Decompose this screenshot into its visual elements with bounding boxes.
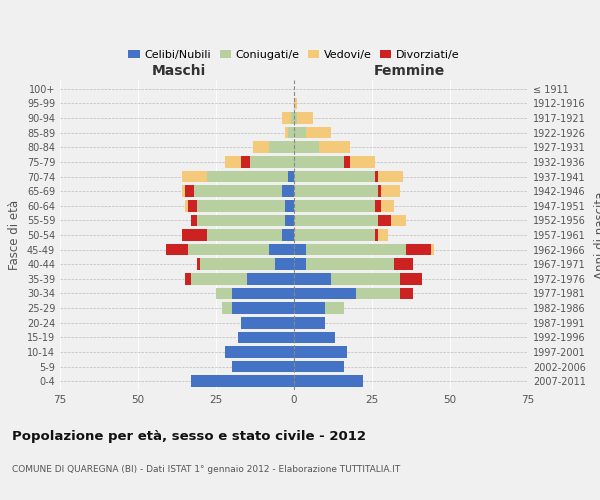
Bar — [284, 127, 288, 138]
Bar — [281, 229, 294, 241]
Bar — [222, 302, 232, 314]
Bar — [294, 332, 335, 343]
Bar — [232, 302, 294, 314]
Bar — [191, 214, 197, 226]
Bar — [307, 127, 331, 138]
Bar — [281, 186, 294, 197]
Bar — [291, 112, 294, 124]
Bar — [182, 170, 206, 182]
Bar — [206, 170, 288, 182]
Bar — [294, 376, 362, 387]
Bar — [431, 244, 434, 256]
Bar — [288, 127, 294, 138]
Bar — [284, 200, 294, 211]
Bar — [356, 288, 400, 300]
Bar — [307, 258, 394, 270]
Bar — [382, 186, 400, 197]
Text: Maschi: Maschi — [151, 64, 206, 78]
Bar — [375, 200, 382, 211]
Bar — [294, 200, 375, 211]
Bar — [350, 156, 375, 168]
Bar — [375, 170, 378, 182]
Bar — [294, 361, 344, 372]
Bar — [241, 156, 250, 168]
Bar — [378, 214, 391, 226]
Bar — [294, 317, 325, 328]
Bar — [226, 156, 241, 168]
Bar — [275, 258, 294, 270]
Bar — [269, 142, 294, 153]
Bar — [232, 288, 294, 300]
Bar — [216, 288, 232, 300]
Bar — [197, 200, 284, 211]
Bar — [294, 288, 356, 300]
Bar — [288, 170, 294, 182]
Bar — [297, 112, 313, 124]
Bar — [197, 258, 200, 270]
Bar — [197, 214, 284, 226]
Bar — [185, 273, 191, 284]
Bar — [182, 229, 206, 241]
Bar — [226, 346, 294, 358]
Bar — [194, 186, 281, 197]
Bar — [284, 214, 294, 226]
Bar — [307, 244, 406, 256]
Bar — [294, 229, 375, 241]
Bar — [191, 376, 294, 387]
Legend: Celibi/Nubili, Coniugati/e, Vedovi/e, Divorziati/e: Celibi/Nubili, Coniugati/e, Vedovi/e, Di… — [124, 46, 464, 64]
Bar — [382, 200, 394, 211]
Bar — [394, 258, 413, 270]
Bar — [294, 112, 297, 124]
Bar — [294, 142, 319, 153]
Bar — [400, 288, 413, 300]
Bar — [191, 273, 247, 284]
Bar — [294, 214, 378, 226]
Bar — [206, 229, 281, 241]
Bar — [378, 229, 388, 241]
Bar — [232, 361, 294, 372]
Bar — [166, 244, 188, 256]
Bar — [344, 156, 350, 168]
Bar — [294, 156, 344, 168]
Bar — [294, 98, 297, 109]
Bar — [200, 258, 275, 270]
Bar — [182, 186, 185, 197]
Bar — [294, 127, 307, 138]
Text: Popolazione per età, sesso e stato civile - 2012: Popolazione per età, sesso e stato civil… — [12, 430, 366, 443]
Bar — [391, 214, 406, 226]
Bar — [247, 273, 294, 284]
Bar — [281, 112, 291, 124]
Bar — [294, 346, 347, 358]
Bar — [188, 244, 269, 256]
Bar — [294, 273, 331, 284]
Bar — [185, 200, 188, 211]
Bar — [253, 142, 269, 153]
Y-axis label: Anni di nascita: Anni di nascita — [594, 192, 600, 278]
Text: COMUNE DI QUAREGNA (BI) - Dati ISTAT 1° gennaio 2012 - Elaborazione TUTTITALIA.I: COMUNE DI QUAREGNA (BI) - Dati ISTAT 1° … — [12, 465, 400, 474]
Bar — [319, 142, 350, 153]
Bar — [238, 332, 294, 343]
Bar — [241, 317, 294, 328]
Text: Femmine: Femmine — [374, 64, 445, 78]
Bar — [185, 186, 194, 197]
Bar — [250, 156, 294, 168]
Bar — [294, 186, 378, 197]
Bar — [294, 302, 325, 314]
Bar — [331, 273, 400, 284]
Bar — [294, 170, 375, 182]
Bar — [294, 258, 307, 270]
Y-axis label: Fasce di età: Fasce di età — [8, 200, 21, 270]
Bar — [294, 244, 307, 256]
Bar — [269, 244, 294, 256]
Bar — [378, 186, 382, 197]
Bar — [375, 229, 378, 241]
Bar — [378, 170, 403, 182]
Bar — [406, 244, 431, 256]
Bar — [400, 273, 422, 284]
Bar — [325, 302, 344, 314]
Bar — [188, 200, 197, 211]
